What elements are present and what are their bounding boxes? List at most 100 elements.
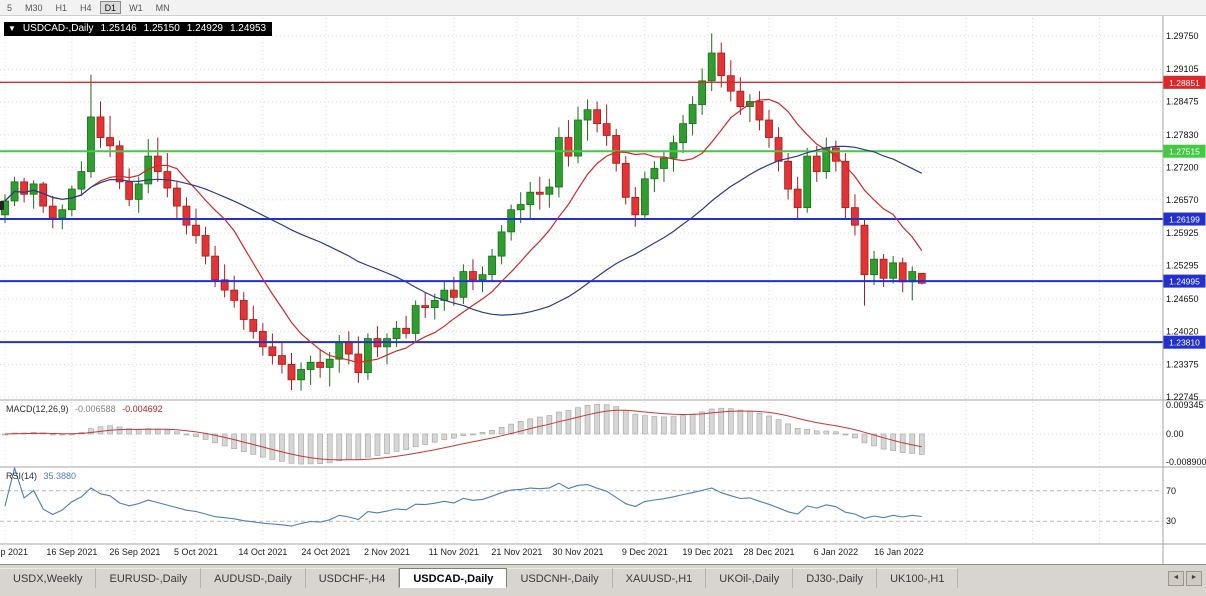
tab-scroll-controls: ◄ ► xyxy=(1168,568,1206,588)
candle xyxy=(297,362,305,391)
macd-histogram-bar xyxy=(641,415,648,435)
macd-histogram-bar xyxy=(651,416,658,435)
candle xyxy=(125,168,134,207)
candle xyxy=(335,334,344,373)
macd-histogram-bar xyxy=(135,429,142,435)
macd-histogram-bar xyxy=(269,433,276,460)
tab-uk100-h1[interactable]: UK100-,H1 xyxy=(877,568,959,588)
macd-histogram-bar xyxy=(231,433,238,450)
tab-eurusd-daily[interactable]: EURUSD-,Daily xyxy=(96,568,202,588)
tab-usdcnh-daily[interactable]: USDCNH-,Daily xyxy=(507,568,613,588)
candle xyxy=(660,150,668,182)
date-axis-label: 30 Nov 2021 xyxy=(552,547,603,557)
clipped-candle xyxy=(0,201,4,210)
date-axis-label: 24 Oct 2021 xyxy=(301,547,350,557)
tab-usdcad-daily[interactable]: USDCAD-,Daily xyxy=(399,568,508,588)
candle xyxy=(488,248,496,282)
timeframe-h1-button[interactable]: H1 xyxy=(55,3,68,13)
candle xyxy=(469,259,477,291)
candle xyxy=(516,192,525,224)
price-level-badge-label: 1.26199 xyxy=(1169,215,1200,225)
macd-histogram-bar xyxy=(661,416,667,435)
candle xyxy=(564,120,573,167)
macd-histogram-bar xyxy=(594,404,600,435)
timeframe-mn-button[interactable]: MN xyxy=(155,3,170,13)
candle xyxy=(497,225,506,265)
date-axis-label: 21 Nov 2021 xyxy=(491,547,542,557)
candle xyxy=(258,323,267,356)
tab-usdchf-h4[interactable]: USDCHF-,H4 xyxy=(305,568,400,588)
ohlc-high: 1.25150 xyxy=(143,23,180,34)
date-axis-label: 2 Nov 2021 xyxy=(364,547,410,557)
macd-value-main: -0.006588 xyxy=(75,404,116,414)
rsi-indicator-label: RSI(14) 35.3880 xyxy=(6,471,76,481)
candle xyxy=(669,135,678,172)
candle xyxy=(908,266,917,301)
candle xyxy=(363,333,372,380)
chart-title-bar: ▼ USDCAD-,Daily 1.25146 1.25150 1.24929 … xyxy=(4,22,273,36)
candle xyxy=(631,187,640,227)
price-axis-layer: 1.29750 1.29105 1.28475 1.27830 1.27200 1.265… xyxy=(1163,31,1206,526)
candles-layer xyxy=(0,33,926,391)
candle xyxy=(555,127,563,198)
date-axis-label: 16 Jan 2022 xyxy=(874,547,924,557)
price-axis-label: 1.27200 xyxy=(1166,162,1199,172)
collapse-chart-icon[interactable]: ▼ xyxy=(8,24,16,33)
candle xyxy=(898,257,907,293)
macd-histogram-bar xyxy=(317,433,323,464)
tab-audusd-daily[interactable]: AUDUSD-,Daily xyxy=(201,568,306,588)
price-axis-label: 1.25925 xyxy=(1166,228,1199,238)
price-axis-label: 1.23375 xyxy=(1166,360,1199,370)
candle xyxy=(688,96,697,136)
macd-histogram-bar xyxy=(832,431,839,435)
candle xyxy=(602,104,611,146)
macd-histogram-bar xyxy=(145,428,152,435)
tab-ukoil-daily[interactable]: UKOil-,Daily xyxy=(706,568,794,588)
timeframe-m30-button[interactable]: M30 xyxy=(25,3,43,13)
timeframe-m5-button[interactable]: 5 xyxy=(7,3,13,13)
candle xyxy=(20,177,29,203)
candle xyxy=(583,99,592,141)
macd-histogram-bar xyxy=(823,430,830,435)
price-axis-label: 1.25295 xyxy=(1166,261,1199,271)
candle xyxy=(402,315,411,339)
tab-scroll-right-icon[interactable]: ► xyxy=(1186,570,1202,586)
macd-histogram-bar xyxy=(813,430,820,435)
candle xyxy=(478,266,487,293)
macd-histogram-bar xyxy=(202,433,209,440)
candle xyxy=(440,281,449,311)
tab-xauusd-h1[interactable]: XAUUSD-,H1 xyxy=(612,568,707,588)
macd-histogram-bar xyxy=(49,433,56,436)
chart-tabs: USDX,Weekly EURUSD-,Daily AUDUSD-,Daily … xyxy=(0,568,1206,588)
macd-histogram-bar xyxy=(403,433,409,451)
macd-histogram-bar xyxy=(584,404,591,435)
macd-signal-line xyxy=(4,409,922,461)
tab-usdx-weekly[interactable]: USDX,Weekly xyxy=(0,568,97,588)
rsi-name: RSI(14) xyxy=(6,471,38,481)
price-level-badge-label: 1.23810 xyxy=(1169,338,1200,348)
price-level-badge-label: 1.28851 xyxy=(1169,78,1200,88)
macd-histogram-bar xyxy=(174,431,180,435)
candle xyxy=(679,114,687,154)
chart-area: 1.29750 1.29105 1.28475 1.27830 1.27200 1.265… xyxy=(0,16,1206,564)
macd-histogram-bar xyxy=(517,421,524,435)
candle xyxy=(354,336,363,383)
tab-dj30-daily[interactable]: DJ30-,Daily xyxy=(793,568,878,588)
candle xyxy=(707,33,716,92)
macd-histogram-bar xyxy=(288,433,295,464)
macd-histogram-bar xyxy=(88,428,94,435)
timeframe-h4-button[interactable]: H4 xyxy=(80,3,92,13)
candle xyxy=(650,161,659,193)
chart-title: USDCAD-,Daily xyxy=(22,23,94,34)
macd-histogram-bar xyxy=(699,411,706,435)
timeframe-d1-button[interactable]: D1 xyxy=(99,1,122,14)
macd-histogram-bar xyxy=(441,433,448,441)
tab-scroll-left-icon[interactable]: ◄ xyxy=(1168,570,1184,586)
macd-histogram-bar xyxy=(345,433,352,460)
chart-canvas[interactable]: 1.29750 1.29105 1.28475 1.27830 1.27200 1.265… xyxy=(0,16,1206,564)
timeframe-w1-button[interactable]: W1 xyxy=(129,3,143,13)
macd-histogram-bar xyxy=(326,433,333,464)
candle xyxy=(306,355,315,385)
candle xyxy=(239,292,248,330)
candle xyxy=(153,137,162,182)
